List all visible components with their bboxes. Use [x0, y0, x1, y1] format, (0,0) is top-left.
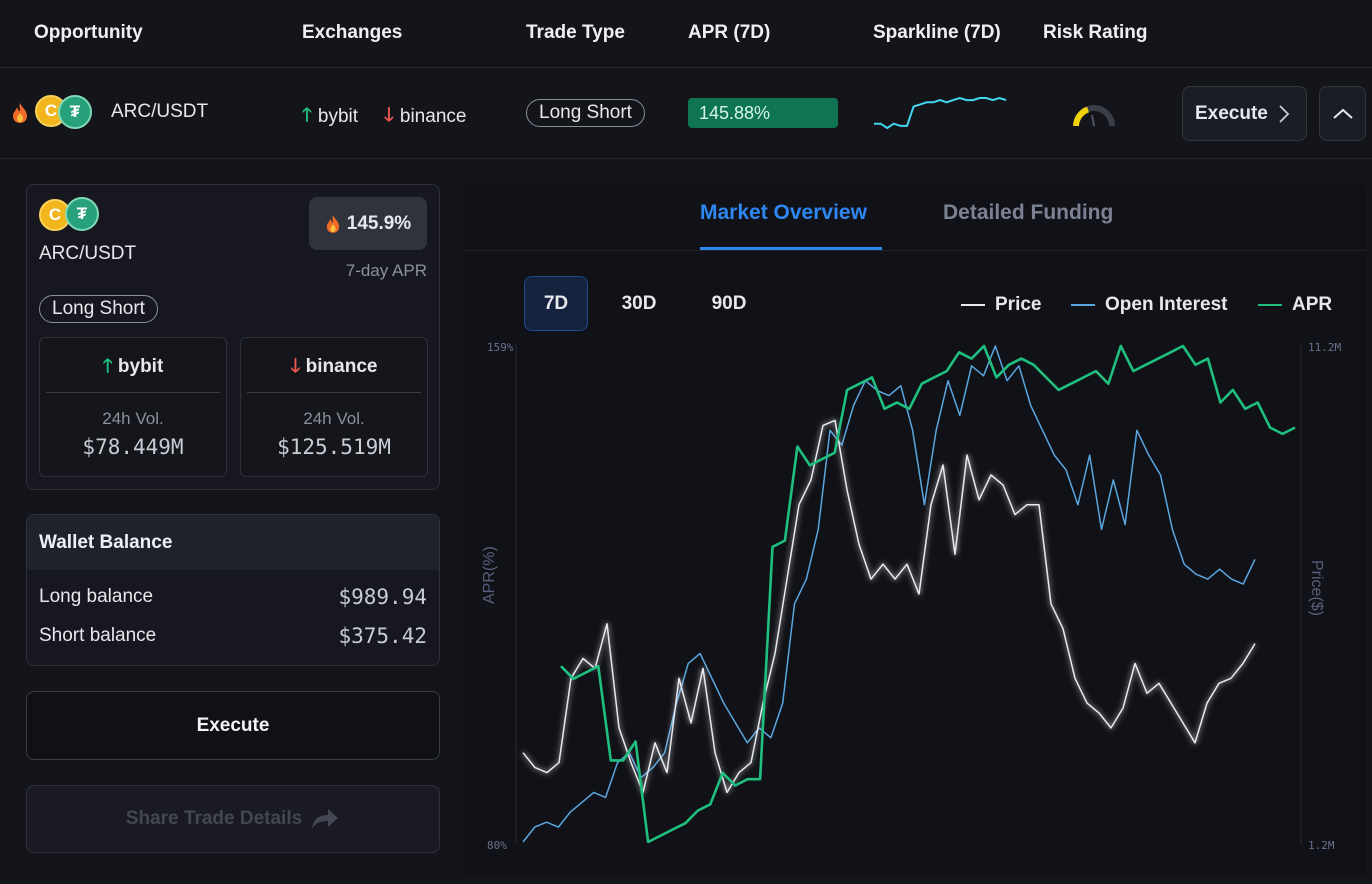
- row-execute-label: Execute: [1195, 102, 1268, 124]
- sparkline-chart: [874, 96, 1007, 130]
- range-30d-button[interactable]: 30D: [621, 292, 657, 314]
- y-left-min-tick: 80%: [487, 839, 507, 852]
- short-exchange-box: 🡓 binance 24h Vol. $125.519M: [240, 337, 428, 477]
- short-balance-row: Short balance $375.42: [39, 621, 427, 651]
- series-open-interest: [522, 345, 1256, 843]
- pair-summary-card: C ₮ ARC/USDT 145.9% 7-day APR Long Short…: [26, 184, 440, 490]
- long-vol-label: 24h Vol.: [102, 409, 164, 428]
- legend-apr-swatch: [1258, 304, 1282, 306]
- short-vol-value: $125.519M: [277, 435, 391, 459]
- long-exchange-name: bybit: [117, 356, 164, 377]
- apr-bar: 145.88%: [688, 98, 838, 128]
- short-balance-label: Short balance: [39, 625, 157, 646]
- header-risk-rating[interactable]: Risk Rating: [1043, 22, 1148, 43]
- divider: [247, 392, 421, 393]
- fire-icon: [326, 214, 339, 233]
- short-balance-value: $375.42: [338, 624, 427, 648]
- apr-badge: 145.9%: [309, 197, 427, 250]
- table-header: Opportunity Exchanges Trade Type APR (7D…: [0, 0, 1372, 68]
- apr-badge-value: 145.9%: [346, 212, 412, 234]
- table-row[interactable]: C ₮ ARC/USDT 🡑 bybit 🡓 binance Long Shor…: [0, 68, 1372, 159]
- share-trade-label: Share Trade Details: [125, 808, 303, 829]
- pair-name: ARC/USDT: [111, 101, 209, 122]
- y-right-min-tick: 1.2M: [1308, 839, 1335, 852]
- sparkline-series: [874, 96, 1007, 130]
- legend-oi-swatch: [1071, 304, 1095, 306]
- legend-price-swatch: [961, 304, 985, 306]
- series-apr: [560, 344, 1296, 844]
- chart-panel: Market Overview Detailed Funding 7D 30D …: [463, 184, 1366, 876]
- header-opportunity[interactable]: Opportunity: [34, 22, 143, 43]
- tab-divider: [463, 250, 1366, 251]
- header-trade-type[interactable]: Trade Type: [526, 22, 625, 43]
- legend-oi-label: Open Interest: [1105, 294, 1228, 315]
- short-exchange: 🡓 binance: [384, 101, 466, 133]
- short-exchange-title: 🡓 binance: [241, 352, 427, 384]
- long-balance-value: $989.94: [338, 585, 427, 609]
- long-exchange-title: 🡑 bybit: [40, 352, 226, 384]
- tab-market-overview[interactable]: Market Overview: [700, 201, 867, 224]
- header-exchanges[interactable]: Exchanges: [302, 22, 403, 43]
- fire-icon: [13, 103, 27, 123]
- row-execute-button[interactable]: Execute: [1182, 86, 1307, 141]
- long-exchange: 🡑 bybit: [302, 101, 358, 133]
- arrow-down-icon: 🡓: [290, 356, 301, 377]
- share-trade-button[interactable]: Share Trade Details: [26, 785, 440, 853]
- long-exchange-box: 🡑 bybit 24h Vol. $78.449M: [39, 337, 227, 477]
- divider: [46, 392, 220, 393]
- legend-apr[interactable]: APR: [1258, 294, 1332, 316]
- wallet-balance-card: Wallet Balance Long balance $989.94 Shor…: [26, 514, 440, 666]
- long-balance-label: Long balance: [39, 586, 154, 607]
- short-vol-label: 24h Vol.: [303, 409, 365, 428]
- range-90d-button[interactable]: 90D: [711, 292, 747, 314]
- usdt-coin-icon: ₮: [65, 197, 99, 231]
- chevron-up-icon: [1332, 108, 1353, 119]
- series-price: [522, 419, 1256, 794]
- y-left-max-tick: 159%: [487, 341, 514, 354]
- trade-type-badge: Long Short: [526, 99, 645, 127]
- long-balance-row: Long balance $989.94: [39, 582, 427, 612]
- apr-caption: 7-day APR: [345, 261, 427, 280]
- share-arrow-icon: [312, 809, 339, 829]
- card-pair-name: ARC/USDT: [39, 243, 137, 264]
- card-trade-type-badge: Long Short: [39, 295, 158, 323]
- long-vol-value: $78.449M: [82, 435, 184, 459]
- risk-gauge-icon: [1073, 105, 1115, 127]
- range-7d-button[interactable]: 7D: [524, 276, 588, 331]
- header-apr[interactable]: APR (7D): [688, 22, 771, 43]
- arrow-down-icon: 🡓: [384, 105, 394, 126]
- long-exchange-label: bybit: [317, 106, 359, 127]
- market-overview-chart: [515, 344, 1302, 844]
- legend-apr-label: APR: [1292, 294, 1333, 315]
- short-exchange-name: binance: [305, 356, 378, 377]
- arrow-up-icon: 🡑: [102, 356, 113, 377]
- execute-button[interactable]: Execute: [26, 691, 440, 760]
- wallet-title: Wallet Balance: [27, 515, 439, 570]
- y-right-max-tick: 11.2M: [1308, 341, 1342, 354]
- header-sparkline[interactable]: Sparkline (7D): [873, 22, 1001, 43]
- active-tab-indicator: [700, 247, 882, 250]
- legend-open-interest[interactable]: Open Interest: [1071, 294, 1227, 316]
- legend-price[interactable]: Price: [961, 294, 1041, 316]
- usdt-coin-icon: ₮: [58, 95, 92, 129]
- short-exchange-label: binance: [399, 106, 467, 127]
- risk-gauge-fill: [1073, 106, 1090, 127]
- tab-detailed-funding[interactable]: Detailed Funding: [943, 201, 1114, 224]
- collapse-row-button[interactable]: [1319, 86, 1366, 141]
- arrow-up-icon: 🡑: [302, 105, 312, 126]
- legend-price-label: Price: [995, 294, 1042, 315]
- chevron-right-icon: [1279, 104, 1290, 123]
